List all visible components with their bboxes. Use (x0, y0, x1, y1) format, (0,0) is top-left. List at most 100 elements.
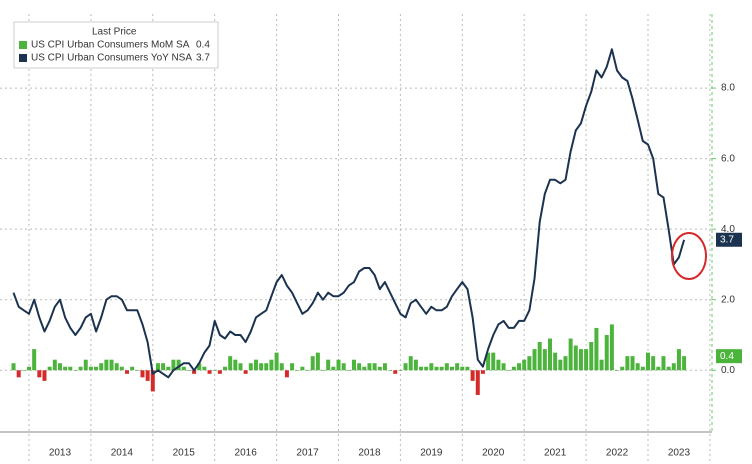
bar (372, 363, 377, 371)
bar (135, 370, 140, 371)
bar (21, 370, 26, 371)
bar (186, 370, 191, 371)
bar (584, 349, 589, 371)
bar (367, 363, 372, 371)
bar (150, 370, 155, 392)
plot (11, 48, 687, 395)
bar (300, 366, 305, 371)
bar (640, 366, 645, 371)
bar (284, 370, 289, 378)
bar (506, 370, 511, 371)
value-tag-label: 0.4 (720, 351, 734, 362)
bar (465, 366, 470, 371)
x-tick-label: 2014 (111, 448, 134, 459)
bar (393, 370, 398, 374)
bar (274, 352, 279, 371)
bar (599, 359, 604, 371)
line (12, 48, 686, 379)
bar (547, 338, 552, 371)
bar (408, 356, 413, 371)
bar (429, 363, 434, 371)
bar (362, 366, 367, 371)
bar (197, 363, 202, 371)
x-tick-label: 2019 (420, 448, 443, 459)
y-tick-label: 8.0 (721, 83, 735, 94)
bar (439, 366, 444, 371)
bar (651, 356, 656, 371)
x-tick-label: 2016 (235, 448, 258, 459)
bar (413, 359, 418, 371)
bar (341, 363, 346, 371)
bar (73, 370, 78, 371)
legend-label: US CPI Urban Consumers YoY NSA (31, 53, 192, 64)
bar (470, 370, 475, 381)
x-tick-label: 2018 (358, 448, 381, 459)
bar (682, 356, 687, 371)
bar (553, 352, 558, 371)
bar (290, 363, 295, 371)
bar (243, 370, 248, 374)
bar (269, 359, 274, 371)
legend-swatch (19, 54, 27, 62)
legend: Last Price (13, 21, 219, 69)
bar (444, 363, 449, 371)
bar (609, 324, 614, 371)
bar (78, 366, 83, 371)
bar (212, 370, 217, 371)
bar (532, 349, 537, 371)
bar (604, 334, 609, 371)
bar (558, 359, 563, 371)
bar (388, 370, 393, 371)
bar (171, 359, 176, 371)
bar (377, 366, 382, 371)
bar (326, 359, 331, 371)
bar (119, 366, 124, 371)
bar (615, 370, 620, 371)
bar (537, 342, 542, 371)
bar (217, 370, 222, 374)
bar (542, 349, 547, 371)
bar (527, 356, 532, 371)
bar (671, 363, 676, 371)
legend-box (13, 21, 219, 69)
bar (42, 370, 47, 381)
bar (630, 356, 635, 371)
bar (233, 359, 238, 371)
bar (279, 363, 284, 371)
bar (166, 366, 171, 371)
x-tick-label: 2022 (606, 448, 629, 459)
bar (480, 370, 485, 374)
bar (176, 359, 181, 371)
bar (522, 359, 527, 371)
legend-title: Last Price (92, 27, 137, 38)
bar (47, 366, 52, 371)
bar (145, 370, 150, 381)
bar (568, 338, 573, 371)
bar (130, 366, 135, 371)
bar (11, 363, 16, 371)
bar (32, 349, 37, 371)
bar (125, 370, 130, 374)
bar (573, 345, 578, 371)
bar (625, 356, 630, 371)
bar (202, 366, 207, 371)
bar (207, 370, 212, 374)
bar (37, 370, 42, 378)
x-tick-label: 2020 (482, 448, 505, 459)
bar (403, 363, 408, 371)
bar (449, 366, 454, 371)
value-tag-label: 3.7 (720, 234, 734, 245)
x-tick-label: 2015 (173, 448, 196, 459)
bar (646, 352, 650, 371)
bar (223, 366, 228, 371)
bar (486, 352, 491, 371)
bar (455, 363, 460, 371)
bar (264, 363, 269, 371)
x-tick-label: 2021 (544, 448, 567, 459)
bar (315, 352, 320, 371)
legend-swatch (19, 41, 27, 49)
y-tick-label: 0.0 (721, 365, 735, 376)
bar (511, 366, 516, 371)
